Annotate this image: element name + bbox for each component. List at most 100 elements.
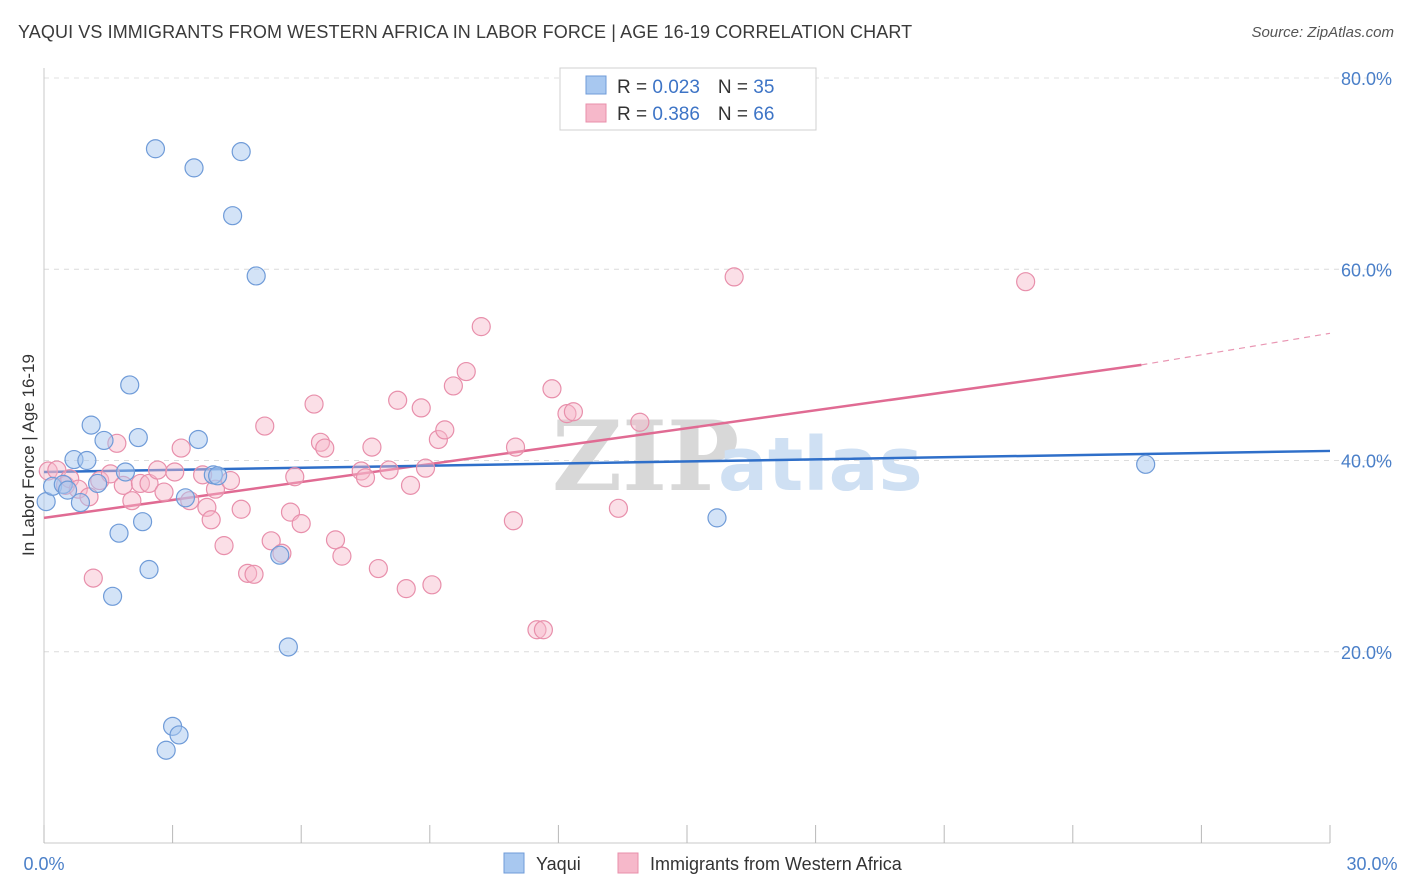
legend-swatch-western-africa xyxy=(585,103,607,123)
y-tick-labels: 20.0% 40.0% 60.0% 80.0% xyxy=(1341,69,1392,663)
y-tick-label-80: 80.0% xyxy=(1341,69,1392,89)
point-western-africa xyxy=(379,460,399,480)
bottom-legend-swatch-yaqui xyxy=(503,852,525,874)
point-western-africa xyxy=(201,510,221,530)
watermark-atlas: atlas xyxy=(718,422,923,508)
point-western-africa xyxy=(435,420,455,440)
point-western-africa xyxy=(411,398,431,418)
y-tick-label-60: 60.0% xyxy=(1341,260,1392,280)
watermark-zip: ZIP xyxy=(552,400,739,513)
point-western-africa xyxy=(471,317,491,337)
point-western-africa xyxy=(527,620,547,640)
point-western-africa xyxy=(400,475,421,495)
point-yaqui xyxy=(94,430,114,451)
legend-n-label-waf: N = xyxy=(718,104,753,125)
point-western-africa xyxy=(291,514,311,534)
point-yaqui xyxy=(246,266,266,286)
point-western-africa xyxy=(285,467,305,487)
point-western-africa xyxy=(368,558,388,579)
point-western-africa xyxy=(139,473,159,494)
points-yaqui xyxy=(36,139,1156,760)
point-yaqui xyxy=(270,545,290,565)
point-western-africa xyxy=(147,460,168,480)
point-western-africa xyxy=(244,564,264,584)
point-yaqui xyxy=(102,586,123,606)
point-western-africa xyxy=(724,267,744,287)
point-western-africa xyxy=(165,462,185,482)
point-western-africa xyxy=(563,402,584,422)
y-tick-label-20: 20.0% xyxy=(1341,643,1392,663)
point-western-africa xyxy=(238,563,258,583)
point-western-africa xyxy=(415,458,436,478)
point-western-africa xyxy=(362,437,382,457)
point-western-africa xyxy=(503,511,523,531)
legend-row1: R = 0.023 N = 35 xyxy=(617,77,774,98)
trend-line-western-africa xyxy=(43,363,1142,520)
point-western-africa xyxy=(154,482,174,502)
point-western-africa xyxy=(122,491,142,511)
legend-row2: R = 0.386 N = 66 xyxy=(617,104,774,125)
point-western-africa xyxy=(456,361,476,382)
point-western-africa xyxy=(1016,272,1036,292)
point-western-africa xyxy=(533,620,553,640)
point-yaqui xyxy=(77,450,97,471)
chart-title: YAQUI VS IMMIGRANTS FROM WESTERN AFRICA … xyxy=(18,22,913,42)
point-western-africa xyxy=(255,416,275,436)
x-tick-label-max: 30.0% xyxy=(1346,854,1397,874)
point-yaqui xyxy=(184,158,204,178)
legend-r-label-waf: R = xyxy=(617,104,652,125)
point-western-africa xyxy=(388,390,408,410)
point-yaqui xyxy=(1136,454,1156,474)
legend-box: R = 0.023 N = 35 R = 0.386 N = 66 xyxy=(559,67,817,131)
bottom-legend-swatch-western-africa xyxy=(617,852,639,874)
point-yaqui xyxy=(115,462,136,482)
point-yaqui xyxy=(120,375,140,395)
point-yaqui xyxy=(231,142,251,162)
point-yaqui xyxy=(208,466,228,486)
point-yaqui xyxy=(175,488,196,508)
watermark: ZIP atlas xyxy=(552,400,923,513)
point-yaqui xyxy=(169,725,189,745)
y-axis-label: In Labor Force | Age 16-19 xyxy=(19,354,38,556)
point-western-africa xyxy=(325,530,346,550)
point-western-africa xyxy=(542,379,562,399)
legend-n-value-yaqui: 35 xyxy=(753,77,774,98)
point-western-africa xyxy=(171,438,191,458)
point-western-africa xyxy=(304,394,324,414)
legend-n-label-yaqui: N = xyxy=(718,77,753,98)
point-yaqui xyxy=(145,139,166,159)
bottom-legend-western-africa: Immigrants from Western Africa xyxy=(650,854,903,874)
axes xyxy=(43,68,1331,844)
point-yaqui xyxy=(223,206,243,226)
point-western-africa xyxy=(443,376,463,396)
point-yaqui xyxy=(128,427,148,448)
point-western-africa xyxy=(83,568,103,588)
trend-line-western-africa-extension xyxy=(1141,332,1331,366)
legend-n-value-waf: 66 xyxy=(753,104,774,125)
point-yaqui xyxy=(109,523,129,543)
point-western-africa xyxy=(315,438,335,458)
point-western-africa xyxy=(231,499,251,519)
point-western-africa xyxy=(422,575,442,595)
point-western-africa xyxy=(261,531,281,551)
point-western-africa xyxy=(396,579,416,599)
legend-r-value-waf: 0.386 xyxy=(652,104,700,125)
point-western-africa xyxy=(214,536,234,556)
point-western-africa xyxy=(608,498,629,518)
points-western-africa xyxy=(38,267,1036,640)
point-yaqui xyxy=(278,637,298,657)
bottom-legend: Yaqui Immigrants from Western Africa xyxy=(503,852,903,874)
x-tick-labels: 0.0% 30.0% xyxy=(23,854,1397,874)
legend-swatch-yaqui xyxy=(585,75,607,95)
point-yaqui xyxy=(188,429,208,450)
point-yaqui xyxy=(156,740,176,760)
point-yaqui xyxy=(132,512,153,532)
point-yaqui xyxy=(81,415,101,435)
trend-lines-western-africa xyxy=(43,332,1331,520)
source-label: Source: ZipAtlas.com xyxy=(1251,24,1394,41)
trend-line-yaqui xyxy=(43,449,1331,474)
point-yaqui xyxy=(139,559,159,580)
point-yaqui xyxy=(87,473,108,494)
legend-r-label-yaqui: R = xyxy=(617,77,652,98)
